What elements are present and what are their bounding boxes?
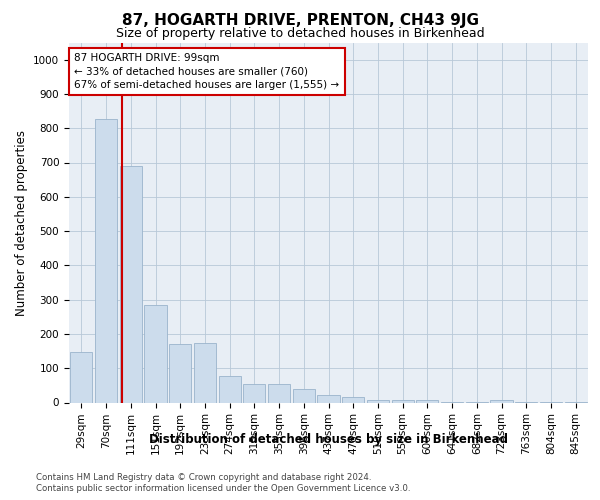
Bar — [169, 344, 191, 403]
Text: Size of property relative to detached houses in Birkenhead: Size of property relative to detached ho… — [116, 28, 484, 40]
Bar — [194, 342, 216, 402]
Bar — [392, 400, 414, 402]
Text: Distribution of detached houses by size in Birkenhead: Distribution of detached houses by size … — [149, 432, 508, 446]
Bar — [218, 376, 241, 402]
Bar — [367, 400, 389, 402]
Text: 87 HOGARTH DRIVE: 99sqm
← 33% of detached houses are smaller (760)
67% of semi-d: 87 HOGARTH DRIVE: 99sqm ← 33% of detache… — [74, 54, 340, 90]
Bar — [70, 352, 92, 403]
Bar — [243, 384, 265, 402]
Bar — [490, 400, 512, 402]
Bar — [342, 398, 364, 402]
Text: Contains HM Land Registry data © Crown copyright and database right 2024.: Contains HM Land Registry data © Crown c… — [36, 472, 371, 482]
Bar — [95, 118, 117, 403]
Bar — [293, 389, 315, 402]
Bar — [145, 306, 167, 402]
Y-axis label: Number of detached properties: Number of detached properties — [14, 130, 28, 316]
Text: Contains public sector information licensed under the Open Government Licence v3: Contains public sector information licen… — [36, 484, 410, 493]
Bar — [268, 384, 290, 402]
Text: 87, HOGARTH DRIVE, PRENTON, CH43 9JG: 87, HOGARTH DRIVE, PRENTON, CH43 9JG — [121, 12, 479, 28]
Bar — [416, 400, 439, 402]
Bar — [119, 166, 142, 402]
Bar — [317, 395, 340, 402]
